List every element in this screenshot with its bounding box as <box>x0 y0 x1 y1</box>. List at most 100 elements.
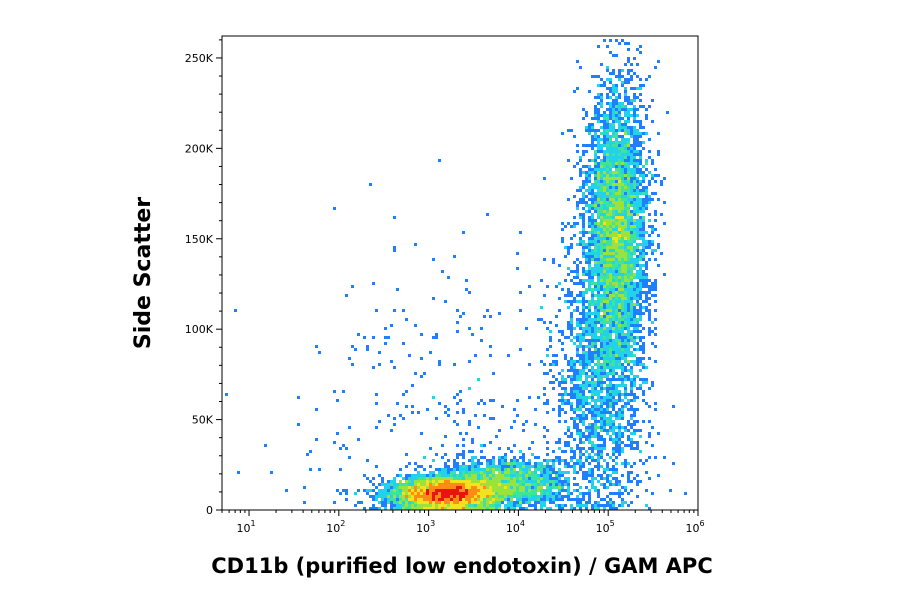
event-point <box>546 327 549 330</box>
event-point <box>612 282 615 285</box>
event-point <box>570 315 573 318</box>
event-point <box>552 480 555 483</box>
event-point <box>576 282 579 285</box>
event-point <box>402 492 405 495</box>
event-point <box>621 252 624 255</box>
event-point <box>594 165 597 168</box>
event-point <box>435 504 438 507</box>
event-point <box>582 363 585 366</box>
event-point <box>558 438 561 441</box>
event-point <box>597 117 600 120</box>
event-point <box>591 378 594 381</box>
event-point <box>411 504 414 507</box>
event-point <box>624 252 627 255</box>
event-point <box>630 330 633 333</box>
event-point <box>315 408 318 411</box>
event-point <box>600 384 603 387</box>
event-point <box>597 162 600 165</box>
event-point <box>504 465 507 468</box>
event-point <box>528 498 531 501</box>
event-point <box>594 114 597 117</box>
event-point <box>609 387 612 390</box>
event-point <box>609 204 612 207</box>
event-point <box>615 165 618 168</box>
event-point <box>381 480 384 483</box>
event-point <box>600 330 603 333</box>
event-point <box>606 129 609 132</box>
event-point <box>648 291 651 294</box>
event-point <box>624 393 627 396</box>
event-point <box>627 240 630 243</box>
event-point <box>507 354 510 357</box>
event-point <box>480 456 483 459</box>
event-point <box>639 348 642 351</box>
event-point <box>450 471 453 474</box>
event-point <box>561 240 564 243</box>
event-point <box>606 123 609 126</box>
event-point <box>573 408 576 411</box>
event-point <box>630 315 633 318</box>
event-point <box>621 228 624 231</box>
event-point <box>498 456 501 459</box>
event-point <box>270 471 273 474</box>
event-point <box>594 144 597 147</box>
event-point <box>372 489 375 492</box>
event-point <box>603 468 606 471</box>
event-point <box>540 306 543 309</box>
event-point <box>588 369 591 372</box>
event-point <box>612 270 615 273</box>
event-point <box>525 480 528 483</box>
event-point <box>540 462 543 465</box>
event-point <box>600 213 603 216</box>
event-point <box>585 450 588 453</box>
event-point <box>588 333 591 336</box>
event-point <box>651 321 654 324</box>
event-point <box>627 420 630 423</box>
event-point <box>438 486 441 489</box>
event-point <box>567 327 570 330</box>
event-point <box>618 192 621 195</box>
event-point <box>552 492 555 495</box>
event-point <box>603 177 606 180</box>
event-point <box>366 489 369 492</box>
event-point <box>636 96 639 99</box>
event-point <box>570 321 573 324</box>
event-point <box>612 105 615 108</box>
event-point <box>591 399 594 402</box>
event-point <box>645 204 648 207</box>
event-point <box>411 474 414 477</box>
event-point <box>546 489 549 492</box>
event-point <box>351 285 354 288</box>
event-point <box>564 483 567 486</box>
event-point <box>603 357 606 360</box>
event-point <box>537 465 540 468</box>
event-point <box>639 174 642 177</box>
event-point <box>642 390 645 393</box>
event-point <box>654 168 657 171</box>
event-point <box>594 330 597 333</box>
event-point <box>588 225 591 228</box>
event-point <box>507 471 510 474</box>
event-point <box>582 492 585 495</box>
event-point <box>591 144 594 147</box>
event-point <box>450 468 453 471</box>
event-point <box>591 336 594 339</box>
event-point <box>633 180 636 183</box>
event-point <box>609 423 612 426</box>
event-point <box>600 222 603 225</box>
event-point <box>393 495 396 498</box>
event-point <box>594 399 597 402</box>
event-point <box>393 423 396 426</box>
event-point <box>393 246 396 249</box>
event-point <box>438 480 441 483</box>
event-point <box>612 390 615 393</box>
event-point <box>483 471 486 474</box>
event-point <box>606 150 609 153</box>
event-point <box>612 399 615 402</box>
event-point <box>612 180 615 183</box>
event-point <box>501 462 504 465</box>
event-point <box>336 432 339 435</box>
event-point <box>597 213 600 216</box>
event-point <box>645 243 648 246</box>
event-point <box>633 420 636 423</box>
